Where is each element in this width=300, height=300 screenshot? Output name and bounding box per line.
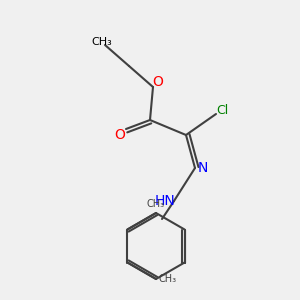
Text: CH₃: CH₃ <box>92 37 112 47</box>
Text: O: O <box>152 76 163 89</box>
Text: HN: HN <box>154 194 176 208</box>
Text: O: O <box>115 128 125 142</box>
Text: CH₃: CH₃ <box>147 199 165 209</box>
Text: N: N <box>197 161 208 175</box>
Text: Cl: Cl <box>216 104 228 118</box>
Text: CH₃: CH₃ <box>159 274 177 284</box>
